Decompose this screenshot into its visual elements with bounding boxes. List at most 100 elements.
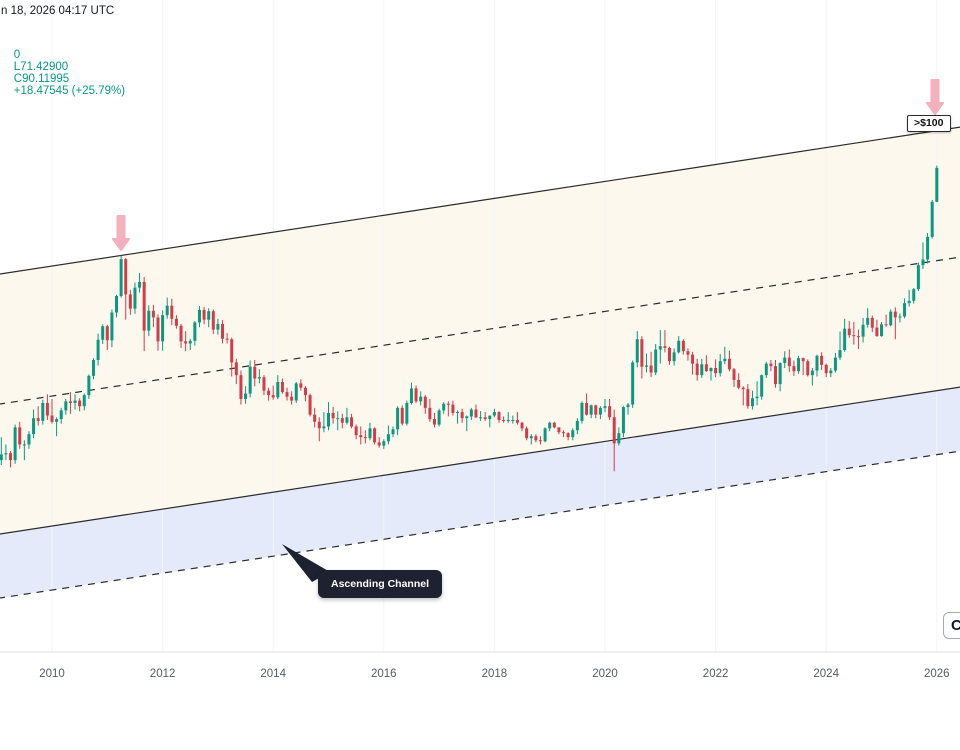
candle-body [96, 339, 100, 360]
candle-body [704, 364, 708, 372]
candle-body [36, 418, 40, 421]
candle-body [336, 418, 340, 420]
candle-body [456, 412, 460, 414]
candle-body [409, 388, 413, 403]
candle-body [303, 387, 307, 396]
candle-body [257, 377, 261, 379]
candle-body [617, 433, 621, 444]
candle-body [806, 361, 810, 376]
candle-body [345, 417, 349, 423]
candle-body [423, 396, 427, 408]
x-axis-label: 2022 [703, 668, 729, 680]
candle-body [741, 387, 745, 390]
candle-body [515, 419, 519, 423]
candle-body [852, 335, 856, 337]
candle-body [875, 327, 879, 337]
channel-line-lower-boundary[interactable] [0, 386, 960, 535]
x-axis-label: 2020 [592, 668, 618, 680]
candle-body [847, 328, 851, 336]
candle-body [354, 426, 358, 436]
candle-body [124, 259, 128, 295]
down-arrow-icon[interactable] [926, 79, 944, 115]
candle-body [317, 421, 321, 429]
candle-body [27, 434, 31, 445]
channel-lines[interactable] [0, 126, 960, 599]
down-arrow-icon[interactable] [112, 215, 130, 251]
candle-body [479, 417, 483, 419]
channel-line-midline[interactable] [0, 256, 960, 405]
channel-line-outer-lower[interactable] [0, 450, 960, 599]
candle-body [552, 422, 556, 428]
candle-body [73, 400, 77, 403]
candle-body [649, 365, 653, 373]
candle-body [405, 402, 409, 424]
candle-body [313, 414, 317, 422]
candle-body [170, 305, 174, 319]
candle-body [750, 398, 754, 407]
candle-body [820, 355, 824, 365]
candle-body [930, 201, 934, 237]
candle-body [45, 402, 49, 416]
candle-body [608, 406, 612, 418]
x-axis-label: 2018 [482, 668, 508, 680]
candle-body [290, 396, 294, 401]
candle-body [368, 428, 372, 439]
candle-body [276, 381, 280, 398]
candle-body [571, 430, 575, 438]
candle-body [432, 419, 436, 425]
candle-body [916, 265, 920, 290]
candle-body [350, 417, 354, 427]
candle-body [797, 358, 801, 372]
candle-body [714, 368, 718, 374]
candle-body [377, 442, 381, 446]
candle-body [248, 366, 252, 394]
candle-body [746, 389, 750, 407]
x-axis-label: 2024 [813, 668, 839, 680]
corner-button[interactable]: C [943, 612, 960, 639]
candle-body [91, 359, 95, 376]
candle-body [414, 388, 418, 402]
candle-body [792, 366, 796, 372]
price-target-label[interactable]: >$100 [907, 115, 951, 132]
candle-body [483, 417, 487, 420]
candle-body [829, 370, 833, 374]
candle-body [262, 377, 266, 391]
candle-body [764, 363, 768, 376]
candle-body [502, 419, 506, 421]
candle-body [184, 341, 188, 344]
ascending-channel-callout[interactable]: Ascending Channel [318, 570, 443, 598]
candle-body [654, 349, 658, 373]
candle-body [774, 366, 778, 385]
channel-line-upper-boundary[interactable] [0, 126, 960, 275]
candle-body [866, 317, 870, 325]
candle-body [22, 444, 26, 446]
candle-body [497, 412, 501, 420]
candle-body [211, 311, 215, 330]
candle-body [165, 305, 169, 316]
candle-body [921, 259, 925, 266]
signal-arrows[interactable] [112, 79, 944, 251]
candle-body [331, 412, 335, 419]
candle-body [386, 434, 390, 442]
candle-body [511, 419, 515, 421]
candle-body [691, 354, 695, 364]
candle-body [562, 432, 566, 434]
candle-body [686, 351, 690, 355]
candle-body [783, 357, 787, 364]
candle-body [907, 300, 911, 304]
candle-body [437, 410, 441, 425]
time-axis[interactable]: 2010 2012 2014 2016 2018 2020 2022 2024 2026 [39, 668, 949, 680]
candle-body [529, 436, 533, 439]
candle-body [755, 396, 759, 399]
candlestick-series [0, 165, 939, 472]
candle-body [801, 358, 805, 362]
x-axis-label: 2010 [39, 668, 65, 680]
candle-body [142, 281, 146, 331]
candle-body [543, 428, 547, 442]
candle-body [4, 453, 8, 455]
candle-body [760, 375, 764, 397]
candle-body [506, 419, 510, 421]
candle-body [253, 366, 257, 379]
